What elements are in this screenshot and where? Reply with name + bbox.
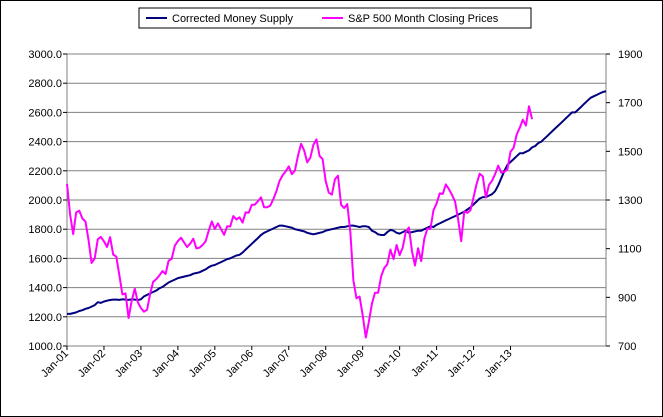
gridlines [67, 82, 606, 318]
left-axis-tick-label: 1000.0 [28, 341, 62, 353]
right-axis: 700 900 1100 1300 1500 1700 1900 [606, 49, 642, 353]
left-axis-tick-label: 2200.0 [28, 166, 62, 178]
x-axis-tick-label: Jan-08 [298, 348, 330, 380]
legend-label-money-supply: Corrected Money Supply [172, 13, 294, 25]
left-axis-tick-label: 1200.0 [28, 312, 62, 324]
x-axis-tick-label: Jan-09 [335, 348, 367, 380]
left-axis-tick-label: 2400.0 [28, 137, 62, 149]
right-axis-tick-label: 1300 [618, 195, 642, 207]
legend: Corrected Money Supply S&P 500 Month Clo… [138, 7, 532, 29]
left-axis-tick-label: 1800.0 [28, 224, 62, 236]
right-axis-tick-label: 1900 [618, 49, 642, 61]
right-axis-tick-label: 1700 [618, 98, 642, 110]
x-axis-tick-label: Jan-04 [150, 348, 182, 380]
x-axis-tick-label: Jan-10 [371, 348, 403, 380]
x-axis-tick-label: Jan-11 [409, 348, 441, 380]
x-axis-tick-label: Jan-03 [113, 348, 145, 380]
right-axis-tick-label: 1100 [618, 244, 642, 256]
legend-label-sp500: S&P 500 Month Closing Prices [348, 13, 499, 25]
left-axis-tick-label: 2800.0 [28, 78, 62, 90]
right-axis-tick-label: 700 [618, 341, 636, 353]
x-axis-tick-label: Jan-02 [76, 348, 108, 380]
left-axis: 1000.0 1200.0 1400.0 1600.0 1800.0 2000.0 2200… [28, 49, 67, 353]
right-axis-tick-label: 1500 [618, 146, 642, 158]
series-line-sp500 [66, 105, 534, 339]
x-axis-tick-label: Jan-07 [261, 348, 293, 380]
x-axis-tick-label: Jan-12 [445, 348, 477, 380]
x-axis-tick-label: Jan-13 [482, 348, 514, 380]
series-layer [66, 90, 607, 339]
left-axis-tick-label: 1600.0 [28, 253, 62, 265]
series-line-money-supply [67, 90, 607, 315]
left-axis-tick-label: 1400.0 [28, 283, 62, 295]
x-axis: Jan-01 Jan-02 Jan-03 Jan-04 Jan-05 Jan-06 Jan-… [39, 346, 515, 380]
left-axis-tick-label: 2000.0 [28, 195, 62, 207]
left-axis-tick-label: 3000.0 [28, 49, 62, 61]
left-axis-tick-label: 2600.0 [28, 107, 62, 119]
right-axis-tick-label: 900 [618, 292, 636, 304]
x-axis-tick-label: Jan-05 [187, 348, 219, 380]
x-axis-tick-label: Jan-06 [224, 348, 256, 380]
